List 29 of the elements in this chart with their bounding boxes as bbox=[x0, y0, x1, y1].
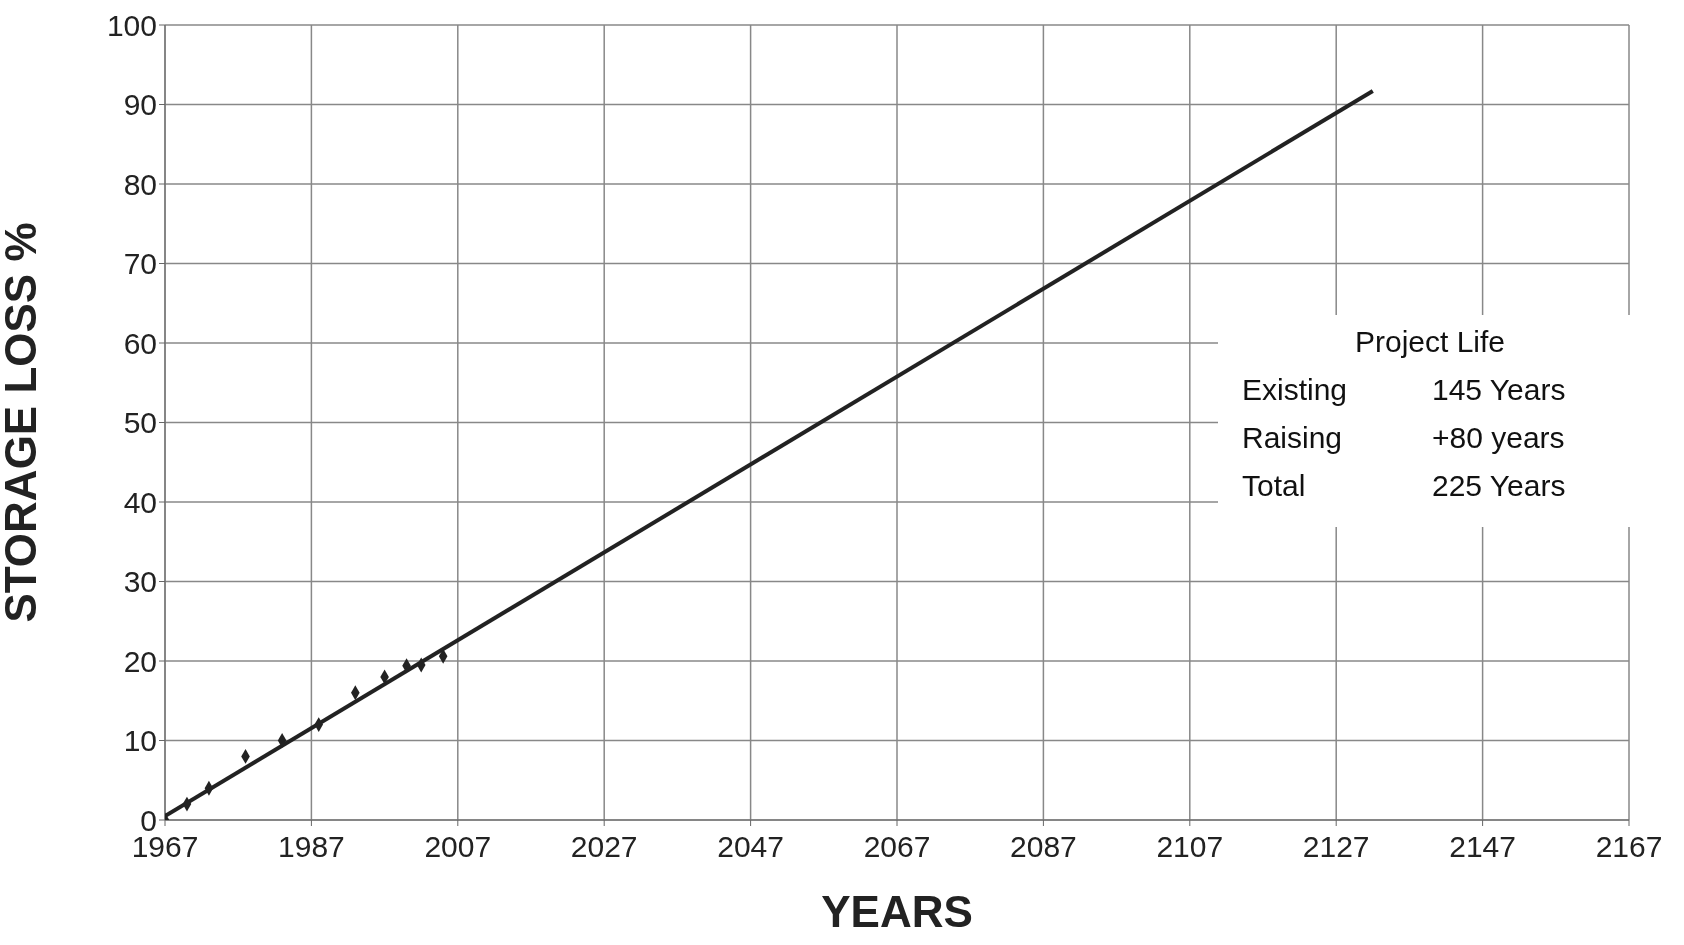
annotation: 225 Years bbox=[1432, 469, 1566, 503]
annotation: Raising bbox=[1241, 421, 1344, 455]
x-tick-label: 2107 bbox=[1156, 830, 1224, 864]
x-tick-label: 2027 bbox=[570, 830, 638, 864]
x-tick-label: 2127 bbox=[1302, 830, 1370, 864]
y-tick-label: 90 bbox=[123, 88, 157, 122]
y-tick-label: 20 bbox=[123, 644, 157, 678]
x-axis-title: YEARS bbox=[821, 887, 973, 936]
x-tick-label: 2087 bbox=[1010, 830, 1077, 864]
annotation: +80 years bbox=[1432, 421, 1565, 455]
x-tick-label: 2007 bbox=[424, 830, 492, 864]
y-tick-label: 80 bbox=[123, 167, 157, 201]
x-tick-label: 2067 bbox=[863, 830, 931, 864]
annotation: 145 Years bbox=[1432, 373, 1566, 407]
x-tick-label: 2147 bbox=[1449, 830, 1516, 864]
y-tick-label: 30 bbox=[123, 565, 157, 599]
x-tick-label: 1987 bbox=[278, 830, 345, 864]
y-tick-label: 60 bbox=[123, 326, 157, 360]
x-tick-label: 2047 bbox=[717, 830, 784, 864]
annotation: Existing bbox=[1241, 373, 1349, 407]
x-tick-label: 2167 bbox=[1595, 830, 1663, 864]
y-tick-label: 40 bbox=[123, 485, 157, 519]
y-tick-label: 10 bbox=[123, 724, 157, 758]
y-axis-title: STORAGE LOSS % bbox=[0, 222, 45, 623]
y-tick-label: 70 bbox=[123, 247, 157, 281]
y-tick-label: 100 bbox=[106, 8, 157, 42]
annotation: Project Life bbox=[1353, 325, 1507, 359]
annotation: Total bbox=[1241, 469, 1307, 503]
y-tick-label: 50 bbox=[123, 406, 157, 440]
